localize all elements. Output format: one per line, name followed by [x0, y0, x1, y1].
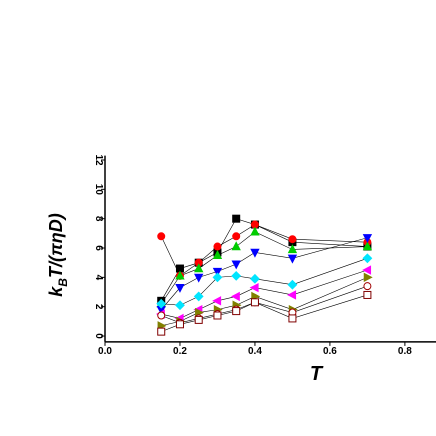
- y-tick-label: 10: [93, 184, 104, 196]
- marker: [232, 232, 241, 241]
- series-line: [160, 231, 368, 304]
- marker: [175, 270, 185, 280]
- marker: [363, 272, 373, 283]
- x-tick-label: 0.6: [323, 346, 337, 357]
- marker: [232, 214, 241, 223]
- marker: [231, 260, 241, 270]
- marker: [232, 307, 241, 316]
- marker: [249, 282, 259, 293]
- series-line: [160, 224, 368, 277]
- series-line: [160, 218, 368, 301]
- marker: [287, 254, 298, 264]
- marker: [231, 241, 241, 251]
- marker: [212, 296, 222, 306]
- marker: [287, 279, 298, 290]
- marker: [288, 314, 297, 323]
- marker: [157, 327, 166, 336]
- y-tick-label: 2: [93, 304, 104, 310]
- series-line: [161, 258, 368, 306]
- x-tick-label: 0.8: [398, 346, 412, 357]
- y-tick-label: 4: [93, 275, 104, 281]
- marker: [157, 232, 166, 241]
- marker: [156, 298, 167, 309]
- marker: [250, 226, 260, 236]
- x-tick-label: 0.4: [248, 346, 262, 357]
- x-tick-label: 0.2: [173, 346, 187, 357]
- marker: [175, 320, 184, 329]
- series-line: [161, 277, 368, 327]
- marker: [212, 250, 223, 260]
- y-label-k: k: [46, 286, 66, 297]
- marker: [194, 263, 204, 273]
- y-tick-label: 12: [93, 154, 104, 166]
- marker: [231, 270, 242, 281]
- marker: [212, 267, 223, 277]
- marker: [288, 235, 297, 244]
- marker: [362, 234, 373, 244]
- marker: [213, 242, 222, 251]
- marker: [287, 244, 298, 254]
- marker: [250, 248, 260, 258]
- y-label-rest: T/(πηD): [46, 213, 66, 278]
- x-tick-label: 0.0: [98, 346, 112, 357]
- marker: [362, 265, 372, 275]
- y-tick-label: 8: [93, 216, 104, 222]
- y-tick-label: 6: [93, 245, 104, 251]
- series-line: [161, 237, 368, 310]
- marker: [193, 291, 204, 302]
- y-tick-label: 0: [93, 333, 104, 339]
- marker: [213, 311, 222, 320]
- marker: [157, 311, 166, 320]
- marker: [363, 282, 372, 291]
- x-axis-label: T: [310, 363, 324, 385]
- series-line: [161, 269, 368, 319]
- marker: [230, 291, 240, 302]
- series-line: [161, 294, 368, 332]
- y-axis-label: kBT/(πηD): [46, 213, 70, 296]
- marker: [363, 290, 372, 299]
- marker: [362, 241, 373, 251]
- marker: [175, 283, 185, 293]
- marker: [212, 272, 223, 283]
- y-label-sub: B: [56, 278, 70, 287]
- marker: [194, 315, 203, 324]
- marker: [194, 273, 204, 283]
- marker: [175, 300, 185, 311]
- marker: [250, 298, 259, 307]
- marker: [362, 253, 373, 264]
- marker: [287, 290, 297, 300]
- marker: [250, 273, 260, 284]
